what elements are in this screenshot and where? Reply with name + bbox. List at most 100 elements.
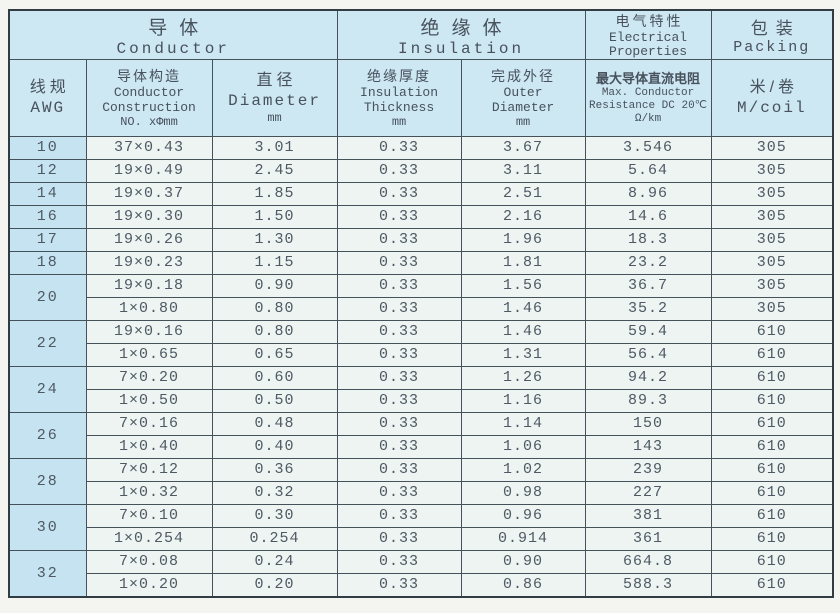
insulation-thickness-cell: 0.33 bbox=[336, 527, 462, 551]
outer-diameter-cell: 1.14 bbox=[460, 412, 586, 436]
diameter-cell: 3.01 bbox=[211, 136, 338, 160]
awg-cell: 17 bbox=[8, 228, 87, 252]
table-row: 16 19×0.30 1.50 0.33 2.16 14.6 305 bbox=[8, 205, 834, 229]
insulation-thickness-cell: 0.33 bbox=[336, 458, 462, 482]
construction-cell: 1×0.40 bbox=[85, 435, 213, 459]
construction-cell: 19×0.18 bbox=[85, 274, 213, 298]
diameter-cell: 1.85 bbox=[211, 182, 338, 206]
diameter-cell: 0.65 bbox=[211, 343, 338, 367]
diameter-cell: 0.90 bbox=[211, 274, 338, 298]
insulation-thickness-cell: 0.33 bbox=[336, 366, 462, 390]
awg-cell: 28 bbox=[8, 458, 87, 505]
resistance-cell: 59.4 bbox=[584, 320, 712, 344]
column-header-en: AWG bbox=[30, 99, 66, 117]
construction-cell: 1×0.50 bbox=[85, 389, 213, 413]
table-row: 17 19×0.26 1.30 0.33 1.96 18.3 305 bbox=[8, 228, 834, 252]
group-header-conductor: 导体 Conductor bbox=[8, 9, 338, 60]
column-header-diameter: 直径 Diameter mm bbox=[211, 59, 338, 137]
group-header-zh: 包装 bbox=[750, 19, 801, 38]
resistance-cell: 56.4 bbox=[584, 343, 712, 367]
outer-diameter-cell: 1.46 bbox=[460, 320, 586, 344]
group-header-electrical: 电气特性 Electrical Properties bbox=[584, 9, 712, 60]
column-header-unit: mm bbox=[267, 111, 282, 125]
outer-diameter-cell: 1.26 bbox=[460, 366, 586, 390]
resistance-cell: 239 bbox=[584, 458, 712, 482]
awg-cell: 26 bbox=[8, 412, 87, 459]
insulation-thickness-cell: 0.33 bbox=[336, 251, 462, 275]
column-header-construction: 导体构造 Conductor Construction NO. xΦmm bbox=[85, 59, 213, 137]
insulation-thickness-cell: 0.33 bbox=[336, 481, 462, 505]
column-header-zh: 完成外径 bbox=[491, 67, 556, 84]
packing-cell: 610 bbox=[710, 320, 834, 344]
resistance-cell: 150 bbox=[584, 412, 712, 436]
column-header-unit: mm bbox=[515, 114, 531, 129]
column-header-zh: 直径 bbox=[256, 72, 297, 89]
awg-cell: 14 bbox=[8, 182, 87, 206]
group-header-en: Insulation bbox=[398, 39, 525, 58]
insulation-thickness-cell: 0.33 bbox=[336, 504, 462, 528]
group-header-en: Electrical bbox=[609, 30, 688, 45]
outer-diameter-cell: 2.51 bbox=[460, 182, 586, 206]
diameter-cell: 0.50 bbox=[211, 389, 338, 413]
insulation-thickness-cell: 0.33 bbox=[336, 205, 462, 229]
column-header-unit: mm bbox=[391, 114, 407, 129]
awg-cell: 20 bbox=[8, 274, 87, 321]
diameter-cell: 0.254 bbox=[211, 527, 338, 551]
resistance-cell: 227 bbox=[584, 481, 712, 505]
awg-cell: 16 bbox=[8, 205, 87, 229]
insulation-thickness-cell: 0.33 bbox=[336, 274, 462, 298]
column-header-en: Diameter bbox=[228, 92, 321, 110]
table-row: 1×0.50 0.50 0.33 1.16 89.3 610 bbox=[9, 389, 834, 413]
awg-cell: 10 bbox=[8, 136, 87, 160]
packing-cell: 305 bbox=[710, 205, 834, 229]
construction-cell: 1×0.32 bbox=[85, 481, 213, 505]
column-header-insulation-thickness: 绝缘厚度 Insulation Thickness mm bbox=[336, 59, 462, 137]
column-header-en: Max. Conductor bbox=[601, 86, 695, 99]
column-header-en: Insulation bbox=[360, 84, 439, 100]
packing-cell: 610 bbox=[710, 389, 834, 413]
diameter-cell: 0.30 bbox=[211, 504, 338, 528]
packing-cell: 610 bbox=[710, 458, 834, 482]
diameter-cell: 0.20 bbox=[211, 573, 338, 598]
column-header-outer-diameter: 完成外径 Outer Diameter mm bbox=[460, 59, 586, 137]
insulation-thickness-cell: 0.33 bbox=[336, 182, 462, 206]
diameter-cell: 0.80 bbox=[211, 320, 338, 344]
table-row: 1×0.40 0.40 0.33 1.06 143 610 bbox=[9, 435, 834, 459]
diameter-cell: 1.15 bbox=[211, 251, 338, 275]
group-header-zh: 绝缘体 bbox=[420, 17, 514, 39]
awg-cell: 32 bbox=[8, 550, 87, 598]
outer-diameter-cell: 1.02 bbox=[460, 458, 586, 482]
table-row: 24 7×0.20 0.60 0.33 1.26 94.2 610 bbox=[8, 366, 834, 413]
column-header-en: Resistance DC 20℃ bbox=[589, 99, 708, 112]
diameter-cell: 0.40 bbox=[211, 435, 338, 459]
diameter-cell: 0.24 bbox=[211, 550, 338, 574]
table-row: 1×0.254 0.254 0.33 0.914 361 610 bbox=[9, 527, 834, 551]
resistance-cell: 36.7 bbox=[584, 274, 712, 298]
construction-cell: 7×0.10 bbox=[85, 504, 213, 528]
insulation-thickness-cell: 0.33 bbox=[336, 320, 462, 344]
awg-cell: 18 bbox=[8, 251, 87, 275]
awg-cell: 22 bbox=[8, 320, 87, 367]
construction-cell: 37×0.43 bbox=[85, 136, 213, 160]
construction-cell: 1×0.20 bbox=[85, 573, 213, 598]
group-header-en: Packing bbox=[733, 39, 811, 56]
outer-diameter-cell: 0.914 bbox=[460, 527, 586, 551]
column-header-en: Diameter bbox=[491, 99, 555, 115]
diameter-cell: 0.36 bbox=[211, 458, 338, 482]
packing-cell: 305 bbox=[710, 297, 834, 321]
resistance-cell: 18.3 bbox=[584, 228, 712, 252]
table-head: 导体 Conductor 绝缘体 Insulation 电气特性 Electrical Pr… bbox=[8, 9, 834, 137]
outer-diameter-cell: 0.96 bbox=[460, 504, 586, 528]
diameter-cell: 0.80 bbox=[211, 297, 338, 321]
column-header-zh: 导体构造 bbox=[117, 67, 181, 84]
insulation-thickness-cell: 0.33 bbox=[336, 228, 462, 252]
packing-cell: 610 bbox=[710, 504, 834, 528]
diameter-cell: 0.32 bbox=[211, 481, 338, 505]
column-header-en: M/coil bbox=[736, 99, 807, 117]
table-row: 1×0.80 0.80 0.33 1.46 35.2 305 bbox=[9, 297, 834, 321]
resistance-cell: 664.8 bbox=[584, 550, 712, 574]
outer-diameter-cell: 0.90 bbox=[460, 550, 586, 574]
packing-cell: 610 bbox=[710, 343, 834, 367]
table-row: 1×0.20 0.20 0.33 0.86 588.3 610 bbox=[9, 573, 834, 598]
table-row: 14 19×0.37 1.85 0.33 2.51 8.96 305 bbox=[8, 182, 834, 206]
